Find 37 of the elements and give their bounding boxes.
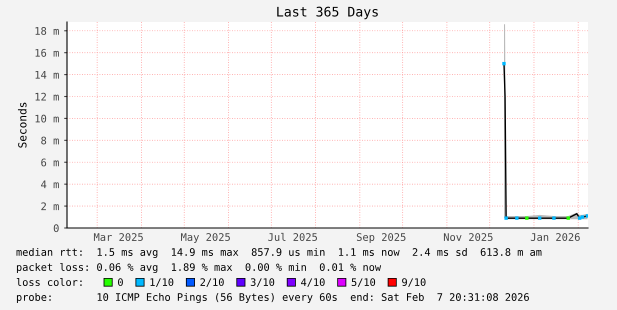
y-tick-label: 18 m	[36, 27, 59, 35]
point	[502, 62, 506, 66]
line-series	[503, 62, 588, 219]
x-tick-label: Jul 2025	[268, 232, 317, 241]
legend-label: 0	[118, 278, 123, 286]
y-tick-label: 2 m	[41, 202, 59, 210]
point	[515, 216, 519, 220]
point	[504, 216, 508, 220]
y-tick-label: 12 m	[36, 92, 59, 100]
legend-label: 4/10	[301, 278, 325, 287]
y-tick-label: 10 m	[36, 114, 59, 123]
y-tick-label: 16 m	[36, 48, 59, 57]
point	[566, 216, 570, 220]
legend-label: 1/10	[150, 278, 174, 287]
text: probe: 10 ICMP Echo Pings (56 Bytes) every 60s end: Sat Feb 7 20:31:08 2026	[16, 292, 529, 304]
legend-label: 2/10	[200, 278, 224, 287]
legend-label: 3/10	[250, 278, 274, 287]
point	[538, 216, 542, 220]
text: loss color:	[16, 278, 82, 286]
text: median rtt: 1.5 ms avg 14.9 ms max 857.9 us min 1.1 ms now 2.4 ms sd 613.8 m am	[16, 248, 542, 258]
legend-label: 9/10	[402, 278, 426, 287]
y-tick-label: 0	[54, 224, 59, 232]
x-tick-label: Mar 2025	[94, 233, 143, 241]
text: packet loss: 0.06 % avg 1.89 % max 0.00 % min 0.01 % now	[16, 262, 382, 274]
y-tick-label: 14 m	[36, 70, 59, 79]
y-tick-label: 4 m	[41, 180, 59, 188]
x-tick-label: Sep 2025	[356, 233, 406, 243]
x-tick-label: Jan 2026	[530, 233, 580, 241]
x-tick-label: Nov 2025	[444, 233, 493, 241]
y-tick-label: 8 m	[41, 136, 59, 144]
point	[552, 216, 556, 220]
x-tick-label: May 2025	[181, 233, 230, 243]
y-tick-label: 6 m	[41, 158, 59, 166]
legend-label: 5/10	[352, 278, 376, 287]
chart-title: Last 365 Days	[277, 6, 378, 20]
y-axis-title: Seconds	[18, 102, 27, 148]
point	[525, 216, 529, 220]
